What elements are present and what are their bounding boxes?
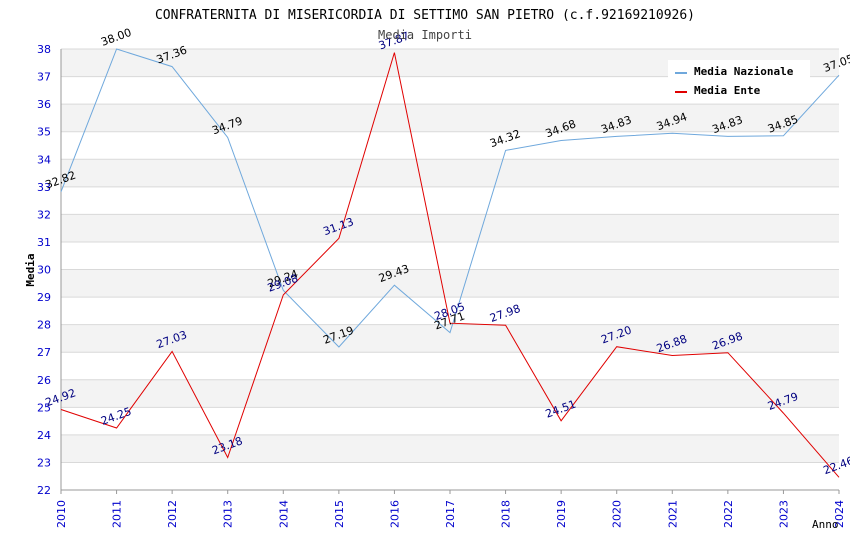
y-tick-label: 32 bbox=[37, 208, 51, 221]
y-tick-label: 26 bbox=[37, 374, 51, 387]
y-tick-label: 36 bbox=[37, 98, 51, 111]
grid-band bbox=[61, 269, 839, 298]
x-tick-label: 2015 bbox=[333, 500, 346, 528]
data-label: 38.00 bbox=[99, 26, 133, 49]
grid-band bbox=[61, 186, 839, 215]
grid-band bbox=[61, 241, 839, 270]
x-tick-label: 2022 bbox=[722, 500, 735, 528]
y-tick-label: 38 bbox=[37, 43, 51, 56]
grid-band bbox=[61, 324, 839, 353]
y-tick-label: 31 bbox=[37, 236, 51, 249]
grid-band bbox=[61, 462, 839, 490]
y-tick-labels: 22 23 24 25 26 27 28 29 30 31 32 33 34 35 36 37 38 bbox=[37, 43, 51, 497]
x-tick-label: 2021 bbox=[666, 500, 679, 528]
x-tick-label: 2017 bbox=[444, 500, 457, 528]
x-tick-label: 2013 bbox=[222, 500, 235, 528]
series-line-media-ente bbox=[60, 52, 840, 478]
grid-bands bbox=[61, 49, 839, 490]
grid-band bbox=[61, 379, 839, 408]
y-tick-label: 24 bbox=[37, 429, 51, 442]
x-tick-label: 2024 bbox=[833, 500, 846, 528]
y-axis-label: Media bbox=[24, 253, 37, 286]
y-tick-label: 35 bbox=[37, 126, 51, 139]
grid-band bbox=[61, 214, 839, 242]
y-tick-label: 22 bbox=[37, 484, 51, 497]
x-tick-label: 2016 bbox=[388, 500, 401, 528]
x-tick-label: 2023 bbox=[777, 500, 790, 528]
x-tick-label: 2010 bbox=[55, 500, 68, 528]
grid-lines bbox=[61, 48, 839, 491]
axes bbox=[60, 49, 840, 494]
legend-label-media-ente: Media Ente bbox=[694, 84, 761, 97]
y-tick-label: 23 bbox=[37, 456, 51, 469]
x-tick-labels: 2010 2011 2012 2013 2014 2015 2016 2017 2018 2019… bbox=[55, 500, 846, 528]
y-tick-label: 25 bbox=[37, 401, 51, 414]
y-tick-label: 34 bbox=[37, 153, 51, 166]
grid-band bbox=[61, 131, 839, 160]
chart-title: CONFRATERNITA DI MISERICORDIA DI SETTIMO… bbox=[155, 8, 695, 23]
grid-band bbox=[61, 434, 839, 463]
grid-band bbox=[61, 297, 839, 325]
y-tick-label: 29 bbox=[37, 291, 51, 304]
y-tick-label: 30 bbox=[37, 264, 51, 277]
chart-subtitle: Media Importi bbox=[378, 28, 472, 42]
x-axis-label: Anno bbox=[812, 518, 839, 531]
grid-band bbox=[61, 352, 839, 380]
series-line-media-nazionale bbox=[60, 48, 840, 348]
grid-band bbox=[61, 159, 839, 187]
grid-band bbox=[61, 407, 839, 435]
legend: Media Nazionale Media Ente bbox=[668, 60, 810, 102]
y-tick-label: 37 bbox=[37, 71, 51, 84]
x-tick-label: 2014 bbox=[277, 500, 290, 528]
x-tick-label: 2020 bbox=[611, 500, 624, 528]
grid-band bbox=[61, 104, 839, 132]
legend-box bbox=[668, 60, 810, 102]
y-tick-label: 33 bbox=[37, 181, 51, 194]
x-tick-label: 2019 bbox=[555, 500, 568, 528]
y-tick-label: 28 bbox=[37, 319, 51, 332]
series-lines bbox=[60, 48, 840, 478]
x-tick-label: 2018 bbox=[500, 500, 513, 528]
y-tick-label: 27 bbox=[37, 346, 51, 359]
legend-label-media-nazionale: Media Nazionale bbox=[694, 65, 794, 78]
x-tick-label: 2011 bbox=[111, 500, 124, 528]
x-tick-label: 2012 bbox=[166, 500, 179, 528]
